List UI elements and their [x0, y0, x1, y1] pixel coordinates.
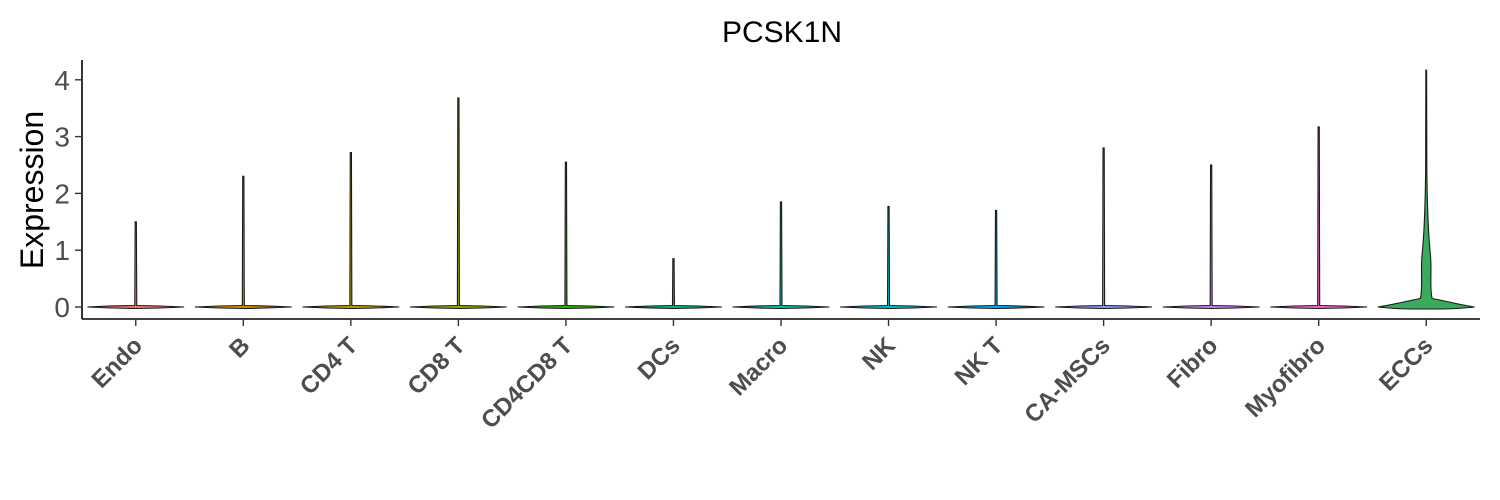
violin-fibro [1162, 164, 1260, 310]
x-tick-label: Fibro [1162, 332, 1224, 394]
violin-cd4cd8-t [517, 161, 615, 310]
violin-nk-t [947, 209, 1045, 310]
y-tick-label: 2 [54, 178, 70, 209]
violin-endo [87, 221, 185, 310]
violin-cd4-t [302, 151, 400, 310]
y-tick-label: 3 [54, 122, 70, 153]
violin-myofibro [1270, 126, 1368, 310]
x-tick-label: B [224, 332, 255, 363]
x-tick-label: Endo [86, 332, 148, 394]
violin-nk [840, 205, 937, 310]
chart-title: PCSK1N [722, 16, 842, 49]
violin-ca-mscs [1055, 147, 1153, 310]
violin-eccs [1377, 69, 1475, 310]
x-tick-label: DCs [633, 332, 686, 385]
x-tick-label: Macro [724, 332, 793, 401]
x-tick-label: NK [857, 332, 901, 376]
x-tick-label: ECCs [1374, 332, 1438, 396]
x-tick-label: CD8 T [403, 332, 471, 400]
y-tick-label: 0 [54, 292, 70, 323]
violin-macro [732, 201, 830, 310]
y-tick-label: 4 [54, 65, 70, 96]
x-tick-label: Myofibro [1240, 332, 1331, 423]
x-tick-label: CD4 T [295, 332, 363, 400]
x-tick-label: NK T [950, 332, 1009, 391]
violin-dcs [625, 258, 722, 310]
y-tick-label: 1 [54, 235, 70, 266]
plot-area: 0 1 2 3 4 Endo B CD4 T CD8 T CD4CD8 T DCs Macro NK NK… [54, 60, 1480, 434]
x-tick-label: CA-MSCs [1019, 332, 1115, 428]
y-axis-label: Expression [14, 111, 50, 269]
violin-b [194, 175, 292, 310]
violin-cd8-t [409, 97, 507, 310]
x-tick-label: CD4CD8 T [476, 332, 578, 434]
